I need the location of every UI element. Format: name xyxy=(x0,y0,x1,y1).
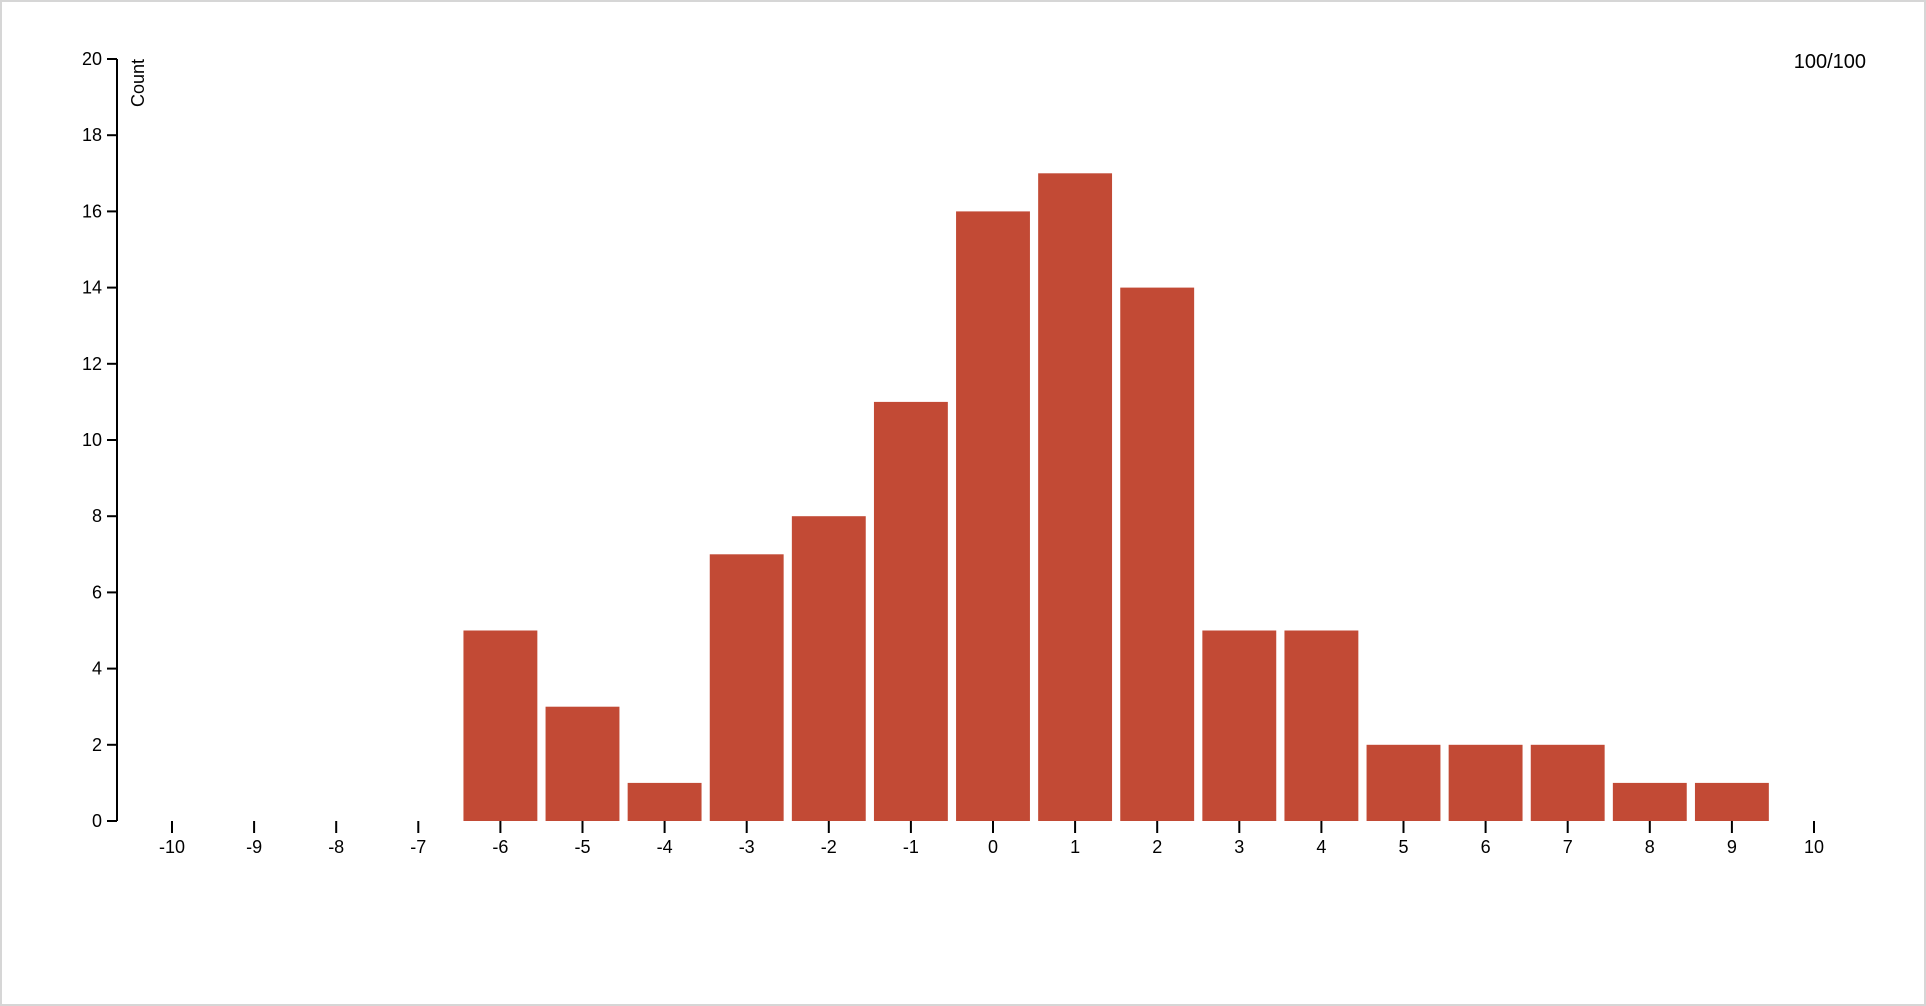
x-tick-label: 4 xyxy=(1316,837,1326,857)
y-tick-label: 4 xyxy=(92,659,102,679)
x-tick-label: -5 xyxy=(574,837,590,857)
bar-2 xyxy=(1120,287,1195,822)
x-tick-label: 5 xyxy=(1398,837,1408,857)
x-tick-label: -9 xyxy=(246,837,262,857)
x-tick-label: -1 xyxy=(903,837,919,857)
bar--1 xyxy=(873,401,948,821)
x-tick-label: -3 xyxy=(739,837,755,857)
y-tick-label: 16 xyxy=(82,201,102,221)
y-tick-label: 10 xyxy=(82,430,102,450)
y-tick-label: 14 xyxy=(82,278,102,298)
bars xyxy=(463,173,1769,822)
bar--4 xyxy=(627,782,702,821)
bar--6 xyxy=(463,630,538,821)
bar-3 xyxy=(1202,630,1277,821)
x-tick-label: 9 xyxy=(1727,837,1737,857)
x-tick-label: 7 xyxy=(1563,837,1573,857)
bar-6 xyxy=(1448,744,1523,821)
bar-8 xyxy=(1612,782,1687,821)
x-tick-label: -8 xyxy=(328,837,344,857)
x-tick-label: 2 xyxy=(1152,837,1162,857)
y-tick-label: 2 xyxy=(92,735,102,755)
x-tick-label: 3 xyxy=(1234,837,1244,857)
x-tick-label: -7 xyxy=(410,837,426,857)
y-tick-label: 8 xyxy=(92,506,102,526)
x-axis: -10 -9 -8 -7 -6 -5 -4 -3 -2 -1 0 1 2 3 4 5 6 7 8 9 10 xyxy=(159,821,1824,857)
x-tick-label: 6 xyxy=(1481,837,1491,857)
x-tick-label: -6 xyxy=(492,837,508,857)
x-tick-label: -4 xyxy=(657,837,673,857)
bar-4 xyxy=(1284,630,1359,821)
x-tick-label: 0 xyxy=(988,837,998,857)
bar-5 xyxy=(1366,744,1441,821)
y-tick-label: 18 xyxy=(82,125,102,145)
x-tick-label: 10 xyxy=(1804,837,1824,857)
y-axis-title: Count xyxy=(128,59,148,107)
bar-9 xyxy=(1694,782,1769,821)
x-tick-label: 8 xyxy=(1645,837,1655,857)
y-tick-label: 6 xyxy=(92,582,102,602)
bar-7 xyxy=(1530,744,1605,821)
bar-1 xyxy=(1038,173,1113,822)
y-tick-label: 12 xyxy=(82,354,102,374)
y-axis: 0 2 4 6 8 10 12 14 16 18 20 xyxy=(82,49,118,831)
x-tick-label: -10 xyxy=(159,837,185,857)
x-tick-label: 1 xyxy=(1070,837,1080,857)
y-tick-label: 20 xyxy=(82,49,102,69)
bar--2 xyxy=(791,516,866,821)
bar--5 xyxy=(545,706,620,821)
y-tick-label: 0 xyxy=(92,811,102,831)
progress-counter: 100/100 xyxy=(1794,51,1866,73)
bar-0 xyxy=(956,211,1030,821)
x-tick-label: -2 xyxy=(821,837,837,857)
bar--3 xyxy=(709,554,784,821)
